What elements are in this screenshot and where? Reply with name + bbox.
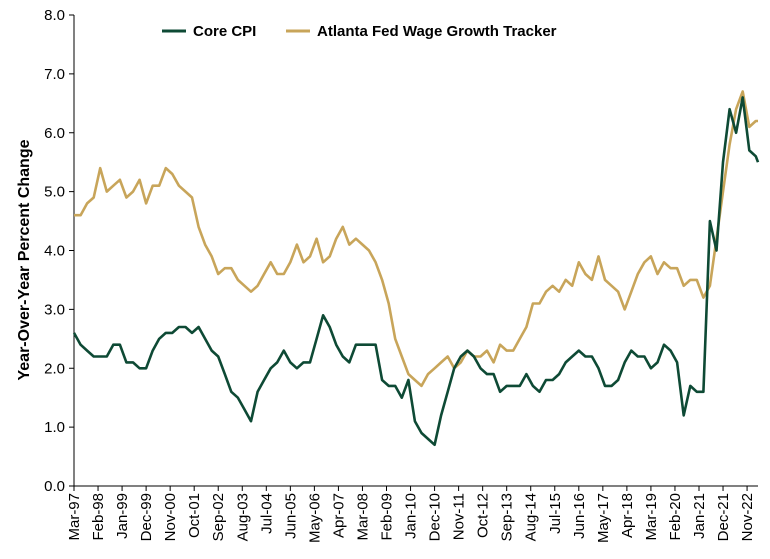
y-axis-label: Year-Over-Year Percent Change — [16, 139, 33, 380]
x-tick-label: Feb-20 — [667, 493, 684, 541]
x-tick-label: Nov-22 — [739, 493, 756, 541]
chart-axes — [73, 15, 758, 487]
x-tick-label: Oct-12 — [475, 493, 492, 538]
y-tick-label: 1.0 — [44, 419, 65, 436]
y-tick-label: 5.0 — [44, 184, 65, 201]
series-line-atlanta-fed-wage-growth-tracker — [74, 90, 758, 388]
x-tick-label: Sep-02 — [210, 493, 227, 541]
x-tick-label: Dec-99 — [138, 493, 155, 541]
x-tick-label: Sep-13 — [499, 493, 516, 541]
series-line-core-cpi — [72, 96, 760, 447]
y-tick-label: 8.0 — [44, 7, 65, 24]
y-tick-label: 7.0 — [44, 66, 65, 83]
x-tick-label: Apr-18 — [619, 493, 636, 538]
x-axis-ticks: Mar-97 Feb-98 Jan-99 Dec-99 Nov-00 Oct-01 Sep-… — [66, 486, 756, 543]
series-lines — [72, 90, 760, 447]
x-tick-label: Dec-21 — [715, 493, 732, 541]
y-tick-label: 4.0 — [44, 243, 65, 260]
chart-legend: Core CPI Atlanta Fed Wage Growth Tracker — [162, 23, 557, 40]
y-tick-label: 2.0 — [44, 360, 65, 377]
x-tick-label: May-06 — [306, 493, 323, 543]
x-tick-label: Nov-11 — [451, 493, 468, 540]
x-tick-label: Mar-97 — [66, 493, 83, 541]
legend-label-wage-tracker: Atlanta Fed Wage Growth Tracker — [317, 23, 557, 40]
x-tick-label: Aug-03 — [234, 493, 251, 541]
x-tick-label: Nov-00 — [162, 493, 179, 541]
x-tick-label: May-17 — [595, 493, 612, 543]
x-tick-label: Jul-04 — [258, 493, 275, 534]
x-tick-label: Feb-98 — [90, 493, 107, 541]
y-tick-label: 6.0 — [44, 125, 65, 142]
x-tick-label: Oct-01 — [186, 493, 203, 538]
y-tick-label: 3.0 — [44, 301, 65, 318]
legend-label-core-cpi: Core CPI — [193, 23, 256, 40]
x-tick-label: Jun-05 — [282, 493, 299, 539]
x-tick-label: Jan-10 — [403, 493, 420, 539]
x-tick-label: Apr-07 — [330, 493, 347, 538]
x-tick-label: Jul-15 — [547, 493, 564, 534]
x-tick-label: Feb-09 — [378, 493, 395, 541]
x-tick-label: Mar-08 — [354, 493, 371, 541]
x-tick-label: Jan-99 — [114, 493, 131, 539]
x-tick-label: Mar-19 — [643, 493, 660, 541]
x-tick-label: Jun-16 — [571, 493, 588, 539]
x-tick-label: Jan-21 — [691, 493, 708, 539]
y-tick-label: 0.0 — [44, 478, 65, 495]
y-axis-ticks: 0.0 1.0 2.0 3.0 4.0 5.0 6.0 7.0 8.0 — [44, 7, 74, 495]
x-tick-label: Dec-10 — [427, 493, 444, 541]
x-tick-label: Aug-14 — [523, 493, 540, 541]
